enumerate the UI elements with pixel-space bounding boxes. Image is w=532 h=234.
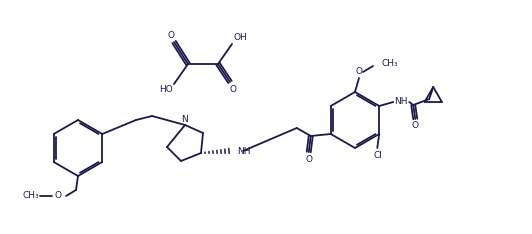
Text: NH: NH: [395, 96, 408, 106]
Text: O: O: [229, 84, 237, 94]
Text: O: O: [412, 121, 419, 129]
Text: O: O: [305, 154, 312, 164]
Text: O: O: [54, 191, 62, 201]
Text: N: N: [181, 114, 188, 124]
Text: NH: NH: [237, 146, 251, 156]
Text: CH₃: CH₃: [381, 59, 397, 69]
Text: O: O: [355, 67, 362, 77]
Text: HO: HO: [159, 85, 173, 95]
Text: OH: OH: [233, 33, 247, 41]
Text: Cl: Cl: [374, 150, 383, 160]
Text: O: O: [168, 32, 174, 40]
Text: CH₃: CH₃: [23, 191, 39, 201]
